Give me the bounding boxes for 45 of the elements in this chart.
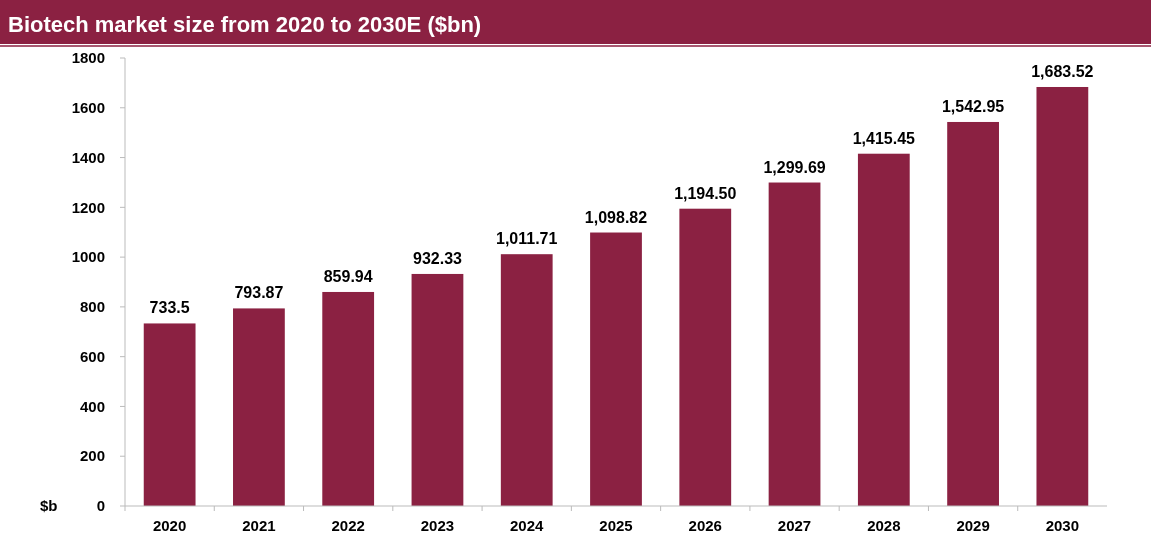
bar xyxy=(947,121,999,506)
bar xyxy=(1036,86,1089,506)
data-label: 1,194.50 xyxy=(674,184,737,202)
x-tick-label: 2029 xyxy=(956,517,990,534)
data-label: 1,415.45 xyxy=(852,129,916,147)
y-tick-label: 1000 xyxy=(71,248,105,266)
y-tick-label: 1400 xyxy=(71,148,105,166)
bar xyxy=(590,232,642,506)
data-label: 1,683.52 xyxy=(1031,62,1094,80)
data-label: 1,098.82 xyxy=(584,208,648,226)
bar xyxy=(500,254,553,506)
data-label: 1,542.95 xyxy=(941,97,1005,115)
x-tick-label: 2028 xyxy=(867,517,901,534)
y-tick-label: 1200 xyxy=(71,198,105,216)
data-label: 793.87 xyxy=(234,284,284,302)
y-tick-label: 800 xyxy=(79,298,105,316)
bar xyxy=(857,153,910,506)
y-tick-label: 600 xyxy=(79,347,105,365)
data-label: 859.94 xyxy=(323,267,373,285)
bar xyxy=(411,273,464,506)
x-tick-label: 2021 xyxy=(242,517,276,534)
y-axis-title: $b xyxy=(40,497,58,515)
bar xyxy=(143,323,196,506)
y-tick-label: 1600 xyxy=(71,99,105,117)
bar xyxy=(679,208,732,506)
bar xyxy=(768,182,821,506)
x-tick-label: 2026 xyxy=(688,517,722,534)
x-tick-label: 2020 xyxy=(152,517,187,534)
y-tick-label: 1800 xyxy=(71,49,105,67)
chart-title: Biotech market size from 2020 to 2030E ($bn) xyxy=(8,12,482,37)
y-tick-label: 0 xyxy=(96,497,105,515)
y-tick-label: 400 xyxy=(79,397,105,415)
bar xyxy=(233,308,285,506)
y-tick-label: 200 xyxy=(79,447,105,465)
x-tick-label: 2030 xyxy=(1045,517,1080,534)
data-label: 1,299.69 xyxy=(763,158,826,176)
x-tick-label: 2023 xyxy=(420,517,455,534)
x-tick-label: 2027 xyxy=(777,517,812,534)
x-tick-label: 2022 xyxy=(331,517,365,534)
bar xyxy=(322,291,375,506)
x-tick-label: 2025 xyxy=(599,517,633,534)
data-label: 733.5 xyxy=(149,299,190,317)
x-tick-label: 2024 xyxy=(510,517,545,534)
data-label: 932.33 xyxy=(412,249,463,267)
data-label: 1,011.71 xyxy=(496,230,558,248)
